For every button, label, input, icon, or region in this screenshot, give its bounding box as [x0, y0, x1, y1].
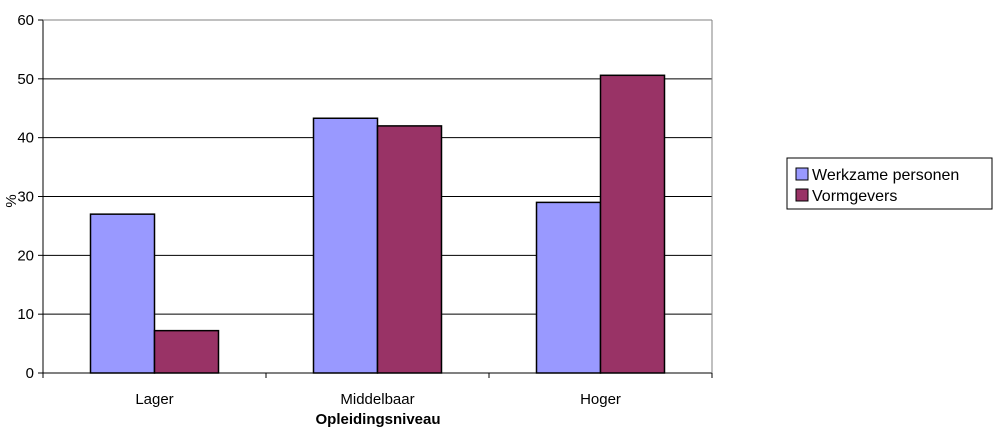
bar-werkzame-personen-middelbaar — [312, 117, 379, 374]
legend: Werkzame personen Vormgevers — [786, 157, 993, 210]
legend-label: Vormgevers — [812, 188, 897, 205]
y-tick-label: 50 — [17, 71, 34, 88]
x-tick-labels: Lager Middelbaar Hoger — [135, 391, 621, 408]
bar-vormgevers-hoger — [599, 74, 666, 374]
x-tick-label: Hoger — [580, 391, 621, 408]
legend-box — [786, 157, 993, 210]
y-tick-label: 20 — [17, 247, 34, 264]
y-tick-labels: 0 10 20 30 40 50 60 — [17, 12, 34, 382]
x-tick-label: Lager — [135, 391, 173, 408]
legend-label: Werkzame personen — [812, 167, 959, 184]
y-tick-label: 10 — [17, 306, 34, 323]
y-tick-label: 0 — [26, 365, 34, 382]
y-tick-label: 30 — [17, 189, 34, 206]
bar-vormgevers-lager — [153, 329, 220, 374]
bar-werkzame-personen-lager — [89, 213, 156, 374]
x-tick-label: Middelbaar — [340, 391, 414, 408]
bar-vormgevers-middelbaar — [376, 125, 443, 374]
legend-swatch — [795, 188, 809, 202]
x-axis-label: Opleidingsniveau — [315, 411, 440, 428]
y-tick-label: 40 — [17, 130, 34, 147]
bar-werkzame-personen-hoger — [535, 201, 602, 374]
y-tick-label: 60 — [17, 12, 34, 29]
y-axis-label: % — [3, 194, 20, 207]
legend-swatch — [795, 167, 809, 181]
axes — [38, 19, 713, 378]
bars — [89, 74, 666, 374]
